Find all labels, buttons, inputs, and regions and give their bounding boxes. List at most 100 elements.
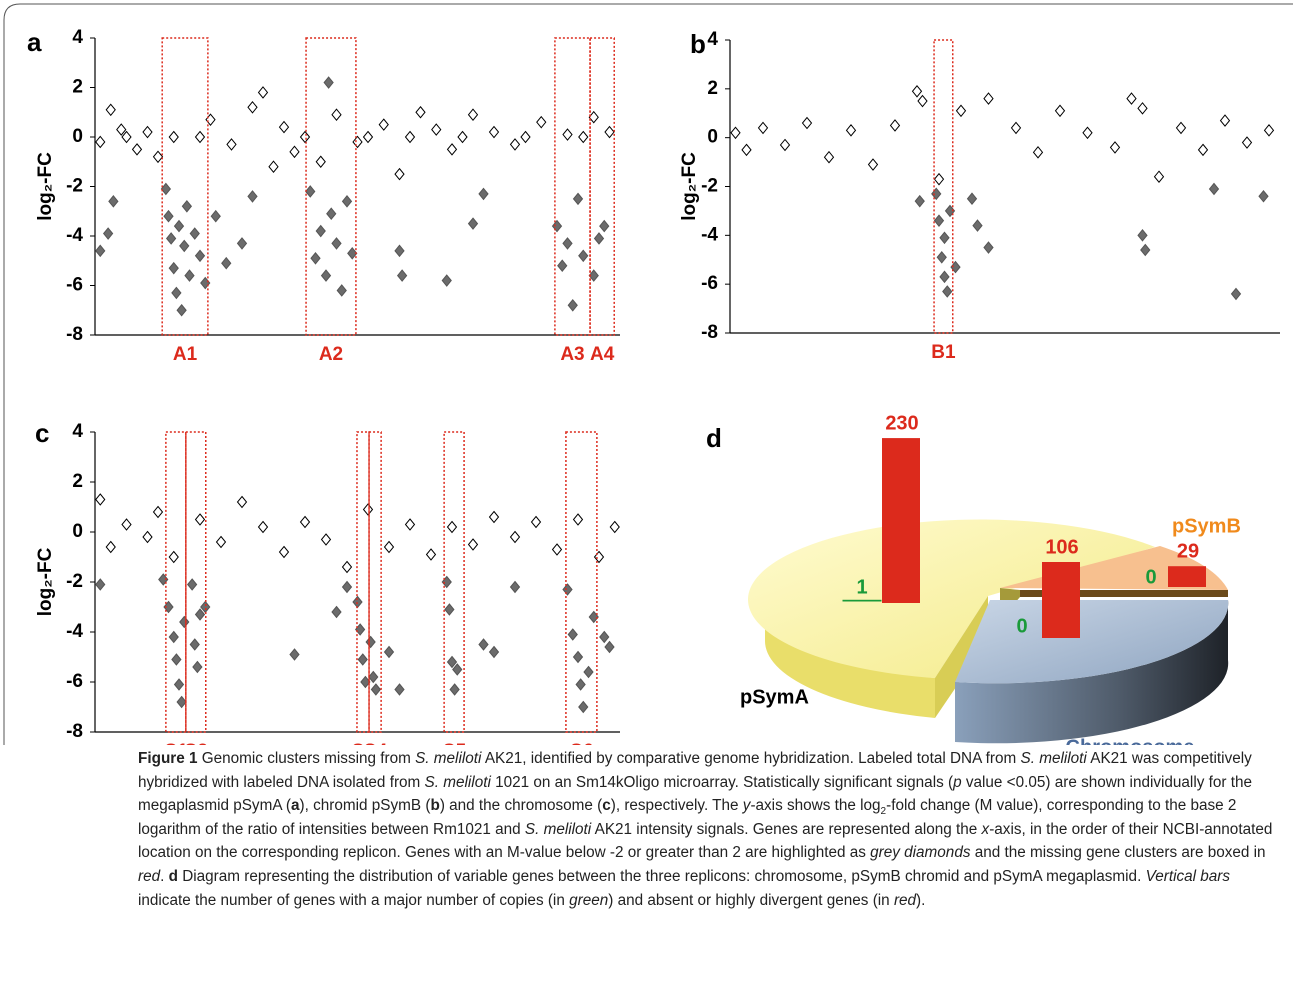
y-tick-label: -6 (66, 275, 83, 296)
data-point (205, 113, 216, 126)
data-point (931, 187, 942, 201)
y-axis-label: log₂-FC (35, 547, 56, 616)
data-point (378, 118, 389, 131)
data-point (194, 608, 206, 621)
absent-value-label: 230 (885, 412, 918, 434)
caption-run: ), chromid pSymB ( (299, 797, 431, 815)
data-point (326, 207, 337, 221)
data-point (1208, 182, 1220, 196)
data-point (121, 130, 132, 144)
data-point (593, 550, 605, 564)
caption-run: p (953, 773, 962, 791)
caption-run: Genomic clusters missing from (197, 750, 416, 767)
data-point (184, 269, 195, 282)
data-point (299, 130, 311, 144)
data-point (331, 605, 342, 619)
panel-letter: b (690, 29, 706, 59)
data-point (933, 214, 945, 227)
cluster-label: A1 (173, 344, 198, 365)
data-point (939, 231, 950, 245)
data-point (365, 635, 376, 649)
absent-value-label: 29 (1177, 540, 1199, 562)
data-point (268, 160, 279, 173)
data-point (1137, 229, 1148, 242)
data-point (955, 104, 967, 118)
data-point (889, 119, 901, 132)
y-tick-label: -8 (701, 322, 718, 343)
data-point (186, 578, 198, 591)
data-point (933, 172, 945, 186)
data-point (478, 638, 489, 651)
data-point (1153, 170, 1165, 184)
data-point (163, 209, 174, 223)
cluster-label: A3 (560, 344, 584, 365)
data-point (278, 120, 290, 134)
data-point (936, 251, 947, 264)
data-point (1032, 146, 1044, 159)
cluster-label: C5 (442, 741, 467, 745)
data-point (415, 105, 426, 119)
data-point (336, 284, 347, 297)
data-point (95, 493, 106, 506)
panel-letter: a (27, 27, 42, 57)
cluster-box (185, 431, 207, 733)
replicon-label: Chromosome (1066, 736, 1195, 745)
data-point (444, 603, 455, 616)
copies-value-label: 0 (1016, 615, 1027, 637)
data-point (299, 515, 311, 529)
data-point (730, 126, 741, 140)
absent-bar (882, 438, 920, 603)
data-point (572, 192, 584, 206)
data-point (370, 683, 382, 696)
data-point (779, 138, 791, 152)
pie-cut-psyma (935, 596, 988, 718)
y-tick-label: -2 (701, 176, 718, 197)
y-tick-label: 2 (72, 77, 83, 98)
caption-run: ). (916, 891, 926, 909)
data-point (179, 615, 190, 629)
data-point (583, 665, 594, 679)
panel-letter: c (35, 418, 49, 448)
data-point (152, 505, 164, 519)
data-point (173, 219, 185, 233)
cluster-box (305, 37, 357, 336)
data-point (446, 143, 458, 156)
caption-run: ) and absent or highly divergent genes (… (608, 891, 894, 909)
data-point (176, 695, 187, 709)
data-point (914, 194, 925, 208)
caption-run: -axis shows the log (750, 797, 881, 815)
data-point (383, 540, 395, 554)
data-point (163, 600, 174, 614)
cluster-box (554, 37, 591, 336)
data-point (741, 143, 752, 157)
data-point (593, 232, 605, 245)
y-tick-label: 4 (707, 29, 718, 50)
data-point (226, 138, 237, 151)
data-point (278, 545, 290, 559)
caption-run: Vertical bars (1145, 867, 1231, 885)
caption-run: S. meliloti (424, 773, 491, 791)
data-point (588, 110, 599, 124)
data-point (121, 518, 132, 531)
data-point (867, 158, 879, 171)
data-point (194, 130, 206, 144)
caption-run: Diagram representing the distribution of… (177, 867, 1146, 885)
data-point (176, 303, 187, 317)
data-point (168, 130, 179, 144)
data-point (801, 116, 813, 130)
data-point (394, 244, 405, 258)
data-point (168, 630, 179, 644)
absent-bar (1168, 566, 1206, 587)
data-point (823, 150, 835, 164)
data-point (142, 530, 153, 544)
cluster-box (356, 431, 370, 733)
replicon-label: pSymA (740, 686, 809, 708)
data-point (168, 550, 179, 564)
caption-run: and the missing gene clusters are boxed … (970, 844, 1266, 862)
y-tick-label: -4 (66, 621, 83, 642)
data-point (609, 520, 620, 534)
caption-run: 2 (880, 806, 887, 818)
caption-run: green (569, 891, 609, 909)
data-point (520, 130, 531, 144)
pie (747, 519, 1229, 744)
